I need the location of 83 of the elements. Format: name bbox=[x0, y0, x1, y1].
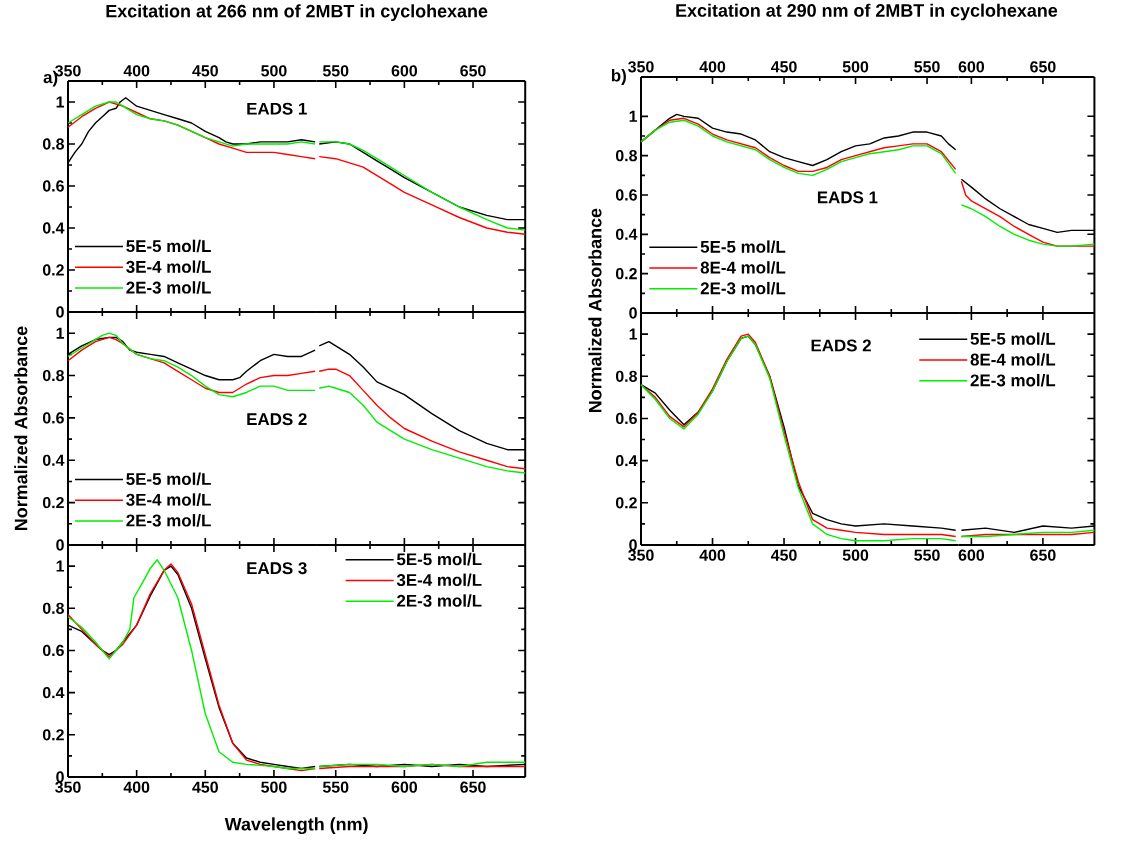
y-tick-label: 0.4 bbox=[615, 228, 638, 240]
y-tick-label: 1 bbox=[629, 110, 638, 122]
x-tick-label: 550 bbox=[914, 549, 940, 561]
x-tick-label: 500 bbox=[842, 549, 869, 561]
y-tick-label: 0.6 bbox=[42, 644, 64, 657]
x-tick-label: 400 bbox=[123, 781, 150, 793]
y-axis-title: Normalized Absorbance bbox=[14, 326, 28, 530]
legend-label: 5E-5 mol/L bbox=[126, 472, 211, 486]
chart-title: Excitation at 290 nm of 2MBT in cyclohexane bbox=[676, 3, 1058, 21]
annotation: EADS 3 bbox=[247, 562, 307, 575]
y-tick-label: 0.8 bbox=[42, 369, 64, 382]
legend-label: 2E-3 mol/L bbox=[126, 281, 211, 294]
annotation: EADS 2 bbox=[811, 339, 871, 352]
y-tick-label: 1 bbox=[629, 328, 638, 340]
y-tick-label: 0 bbox=[629, 539, 637, 551]
x-tick-label: 350 bbox=[55, 781, 81, 793]
x-tick-label: 350 bbox=[628, 549, 654, 561]
y-tick-label: 0.4 bbox=[42, 222, 65, 234]
y-tick-label: 0.8 bbox=[42, 602, 64, 614]
y-tick-label: 0.8 bbox=[615, 370, 637, 382]
legend-label: 3E-4 mol/L bbox=[126, 493, 211, 506]
y-tick-label: 0.8 bbox=[42, 138, 64, 150]
x-tick-label: 400 bbox=[123, 65, 150, 77]
x-tick-label: 500 bbox=[261, 781, 287, 793]
annotation: EADS 1 bbox=[817, 191, 878, 204]
x-tick-label: 500 bbox=[842, 61, 869, 73]
y-tick-label: 0 bbox=[56, 539, 64, 551]
y-tick-label: 0.6 bbox=[42, 412, 64, 424]
y-tick-label: 1 bbox=[56, 327, 65, 339]
legend-label: 2E-3 mol/L bbox=[700, 281, 786, 295]
y-tick-label: 0.6 bbox=[42, 180, 64, 192]
x-tick-label: 650 bbox=[460, 65, 486, 77]
legend-label: 5E-5 mol/L bbox=[700, 240, 786, 253]
y-tick-label: 0.8 bbox=[615, 150, 637, 162]
x-tick-label: 600 bbox=[391, 781, 418, 793]
y-tick-label: 0 bbox=[56, 771, 64, 783]
x-tick-label: 350 bbox=[628, 61, 654, 73]
y-tick-label: 0.6 bbox=[615, 412, 637, 425]
x-tick-label: 400 bbox=[699, 61, 726, 73]
y-tick-label: 0.2 bbox=[615, 268, 637, 280]
x-tick-label: 400 bbox=[699, 549, 726, 561]
x-tick-label: 450 bbox=[192, 65, 218, 77]
annotation: EADS 1 bbox=[247, 102, 307, 115]
x-tick-label: 550 bbox=[914, 61, 940, 73]
y-tick-label: 0 bbox=[56, 306, 64, 318]
y-tick-label: 0.2 bbox=[42, 729, 64, 741]
x-axis-title: Wavelength (nm) bbox=[224, 817, 368, 835]
x-tick-label: 550 bbox=[322, 781, 349, 793]
legend-label: 8E-4 mol/L bbox=[700, 261, 786, 274]
y-tick-label: 0.2 bbox=[615, 497, 637, 509]
legend-label: 2E-3 mol/L bbox=[970, 373, 1056, 387]
x-tick-label: 600 bbox=[391, 65, 418, 77]
y-tick-label: 0.2 bbox=[42, 264, 64, 276]
x-tick-label: 450 bbox=[192, 781, 218, 793]
x-tick-label: 600 bbox=[958, 61, 985, 73]
x-tick-label: 550 bbox=[322, 65, 349, 77]
annotation: EADS 2 bbox=[247, 413, 307, 426]
chart-title: Excitation at 266 nm of 2MBT in cyclohexane bbox=[106, 4, 488, 21]
legend-label: 3E-4 mol/L bbox=[396, 573, 482, 587]
y-tick-label: 0.6 bbox=[615, 189, 637, 201]
y-tick-label: 0.4 bbox=[42, 687, 65, 699]
legend-label: 5E-5 mol/L bbox=[396, 552, 482, 566]
y-tick-label: 0.4 bbox=[42, 454, 65, 466]
text: b) bbox=[611, 69, 626, 85]
x-tick-label: 500 bbox=[261, 65, 287, 77]
y-axis-title: Normalized Absorbance bbox=[588, 208, 602, 413]
y-tick-label: 0.2 bbox=[42, 496, 64, 509]
x-tick-label: 450 bbox=[770, 61, 797, 73]
legend-label: 3E-4 mol/L bbox=[126, 260, 211, 274]
x-tick-label: 650 bbox=[460, 781, 486, 793]
legend-label: 8E-4 mol/L bbox=[970, 353, 1056, 366]
y-tick-label: 1 bbox=[56, 560, 65, 572]
y-tick-label: 0.4 bbox=[615, 454, 638, 467]
x-tick-label: 600 bbox=[958, 549, 985, 561]
y-tick-label: 1 bbox=[56, 96, 65, 108]
x-tick-label: 650 bbox=[1030, 549, 1056, 561]
legend-label: 5E-5 mol/L bbox=[126, 239, 211, 253]
legend-label: 5E-5 mol/L bbox=[970, 332, 1056, 346]
legend-label: 2E-3 mol/L bbox=[397, 594, 482, 607]
x-tick-label: 450 bbox=[770, 549, 797, 561]
x-tick-label: 650 bbox=[1030, 61, 1056, 73]
y-tick-label: 0 bbox=[629, 307, 637, 319]
legend-label: 2E-3 mol/L bbox=[126, 514, 211, 527]
